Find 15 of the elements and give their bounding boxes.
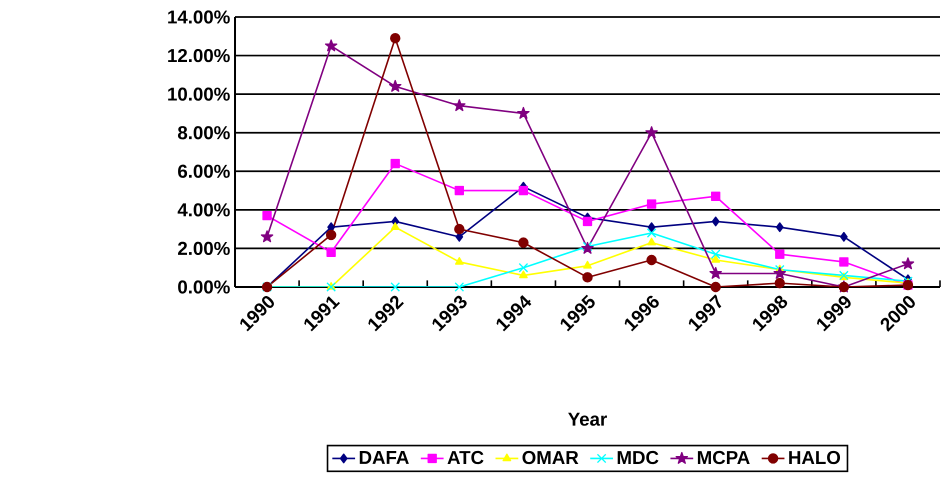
legend-label: HALO	[789, 450, 840, 464]
y-tick-label: 2.00%	[178, 242, 230, 256]
y-tick-label: 12.00%	[168, 48, 230, 62]
legend-label: DAFA	[360, 451, 409, 464]
legend-label: MDC	[618, 450, 658, 464]
legend-label: MCPA	[698, 450, 750, 464]
y-tick-label: 0.00%	[178, 280, 230, 294]
y-tick-label: 6.00%	[178, 164, 230, 178]
y-tick-label: 10.00%	[168, 88, 230, 101]
legend-label: ATC	[448, 450, 484, 464]
legend-label: OMAR	[522, 450, 578, 464]
y-tick-label: 14.00%	[168, 10, 230, 24]
y-tick-label: 4.00%	[178, 203, 230, 216]
y-tick-label: 8.00%	[178, 126, 230, 140]
x-axis-title: Year	[568, 412, 607, 426]
